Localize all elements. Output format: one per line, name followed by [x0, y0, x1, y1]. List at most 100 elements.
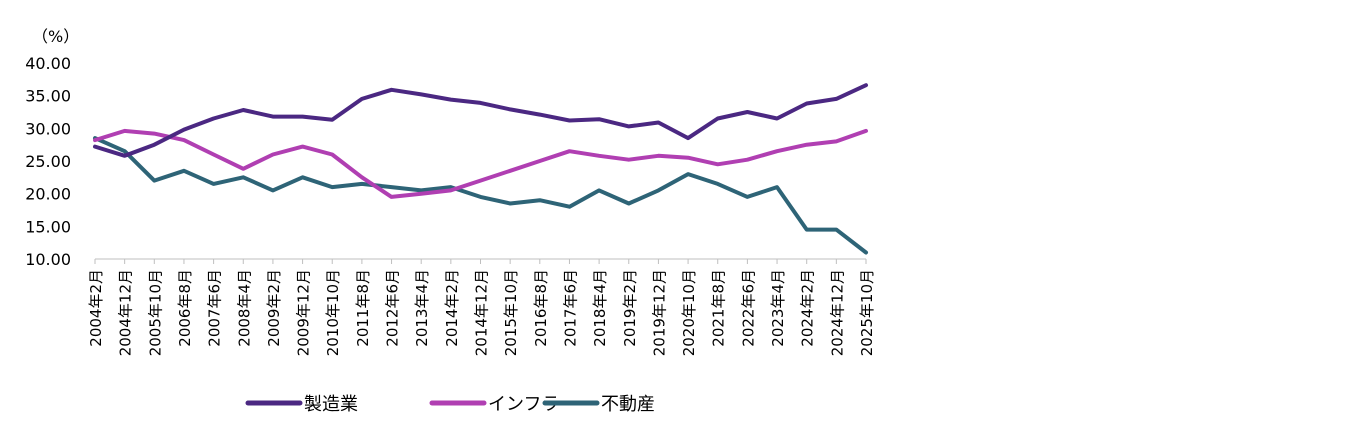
data-point: [746, 158, 749, 161]
data-point: [864, 129, 868, 133]
data-point: [716, 163, 719, 166]
series-line-2: [93, 128, 868, 199]
data-point: [746, 195, 749, 199]
data-point: [805, 228, 808, 231]
data-point: [597, 117, 601, 121]
data-point: [449, 98, 453, 101]
data-point: [93, 138, 97, 142]
data-point: [182, 128, 186, 131]
data-point: [508, 202, 512, 205]
data-point: [597, 154, 601, 157]
data-point: [271, 115, 275, 118]
data-point: [360, 176, 364, 179]
data-point: [331, 153, 334, 156]
y-tick-label: 25.00: [25, 152, 71, 171]
data-point: [538, 159, 542, 163]
data-point: [123, 150, 126, 153]
data-point: [390, 88, 393, 91]
x-tick-label: 2007年6月: [206, 269, 224, 347]
y-axis-unit-label: （%）: [32, 27, 79, 46]
y-tick-label: 30.00: [25, 119, 71, 138]
data-point: [716, 117, 719, 120]
data-point: [716, 182, 719, 186]
x-tick-label: 2014年12月: [473, 269, 491, 356]
data-point: [686, 172, 690, 176]
x-tick-label: 2009年12月: [295, 269, 313, 356]
data-point: [360, 97, 364, 101]
data-point: [479, 195, 482, 199]
data-point: [360, 182, 364, 186]
data-point: [657, 154, 660, 157]
data-point: [805, 143, 808, 146]
data-point: [835, 140, 838, 143]
data-point: [775, 150, 779, 153]
data-point: [479, 101, 482, 105]
x-tick-label: 2011年8月: [354, 269, 372, 347]
y-tick-label: 40.00: [25, 54, 71, 73]
data-point: [242, 176, 245, 179]
x-tick-label: 2004年12月: [117, 269, 135, 356]
data-point: [449, 189, 453, 192]
data-point: [301, 176, 304, 179]
data-point: [508, 108, 512, 111]
x-tick-label: 2025年10月: [858, 269, 876, 356]
x-tick-label: 2004年2月: [87, 269, 105, 347]
x-tick-label: 2014年2月: [443, 269, 461, 347]
y-tick-label: 15.00: [25, 217, 71, 236]
data-point: [242, 108, 245, 112]
data-point: [123, 129, 126, 133]
data-point: [419, 189, 423, 192]
x-axis-ticks: 2004年2月 2004年12月 2005年10月 2006年8月 2007年6月 200…: [87, 269, 876, 356]
data-point: [212, 182, 215, 186]
data-point: [538, 113, 542, 116]
x-tick-label: 2012年6月: [384, 269, 402, 347]
data-point: [182, 138, 186, 142]
data-point: [419, 93, 423, 96]
data-point: [568, 205, 571, 208]
data-point: [331, 118, 334, 122]
x-tick-label: 2005年10月: [146, 269, 164, 356]
data-point: [449, 185, 453, 189]
x-tick-label: 2020年10月: [680, 269, 698, 356]
data-point: [775, 117, 779, 120]
data-point: [182, 169, 186, 172]
y-axis-ticks: 40.00 35.00 30.00 25.00 20.00 15.00 10.00: [25, 54, 71, 269]
x-tick-label: 2017年6月: [561, 269, 579, 347]
series-lines: [93, 83, 868, 255]
legend-label: インフラ: [488, 394, 559, 415]
series-line-1: [93, 83, 868, 158]
data-point: [301, 115, 304, 118]
data-point: [597, 189, 601, 192]
data-point: [775, 185, 779, 189]
data-point: [746, 110, 749, 114]
data-point: [93, 145, 97, 148]
y-tick-label: 10.00: [25, 250, 71, 269]
x-tick-label: 2016年8月: [532, 269, 550, 347]
x-tick-label: 2010年10月: [324, 269, 342, 356]
data-point: [390, 185, 393, 189]
data-point: [686, 136, 690, 140]
data-point: [271, 153, 275, 156]
data-point: [212, 153, 215, 156]
data-point: [864, 84, 868, 87]
x-tick-label: 2024年2月: [799, 269, 817, 347]
data-point: [627, 202, 630, 205]
data-point: [568, 119, 571, 122]
data-point: [657, 189, 660, 192]
x-tick-label: 2009年2月: [265, 269, 283, 347]
data-point: [508, 169, 512, 172]
data-point: [538, 199, 542, 202]
data-point: [568, 150, 571, 153]
x-tick-label: 2019年2月: [621, 269, 639, 347]
data-point: [153, 143, 156, 146]
x-tick-label: 2008年4月: [235, 269, 253, 347]
x-tick-label: 2022年6月: [739, 269, 757, 347]
data-point: [479, 179, 482, 182]
x-tick-label: 2018年4月: [591, 269, 609, 347]
data-point: [864, 251, 868, 254]
y-tick-label: 35.00: [25, 87, 71, 106]
data-point: [657, 121, 660, 124]
y-tick-label: 20.00: [25, 185, 71, 204]
data-point: [242, 167, 245, 171]
legend-label: 不動産: [601, 394, 655, 415]
